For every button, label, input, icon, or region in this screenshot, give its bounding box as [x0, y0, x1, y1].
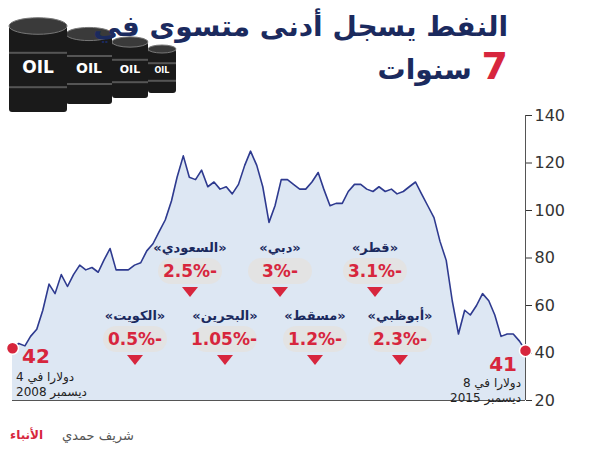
svg-text:140: 140 [535, 106, 566, 125]
svg-text:OIL: OIL [76, 60, 102, 76]
html-text:دولارا في 8 ديسمبر 2015: دولارا في 8 ديسمبر 2015 [450, 376, 521, 406]
svg-text:80: 80 [535, 248, 555, 267]
html-text:سنوات: سنوات [377, 52, 482, 86]
html-text:«الكويت»: «الكويت» [104, 308, 166, 323]
svg-text:100: 100 [535, 201, 566, 220]
html-text:-1.2%: -1.2% [287, 329, 343, 349]
html-text:«قطر»: «قطر» [352, 240, 398, 255]
svg-text:40: 40 [535, 343, 555, 362]
html-text:-1.05%: -1.05% [191, 329, 257, 349]
svg-text:OIL: OIL [155, 66, 170, 75]
svg-text:120: 120 [535, 153, 566, 172]
html-text:شريف حمدي: شريف حمدي [62, 428, 134, 443]
html-text:الأنباء: الأنباء [10, 428, 44, 442]
html-text:-2.3%: -2.3% [372, 329, 428, 349]
html-text:-2.5%: -2.5% [162, 261, 218, 281]
svg-text:OIL: OIL [120, 63, 140, 76]
html-text:«السعودي»: «السعودي» [153, 240, 227, 255]
html-text:«أبوظبي»: «أبوظبي» [367, 308, 433, 323]
svg-text:OIL: OIL [22, 57, 54, 77]
html-text:«البحرين»: «البحرين» [192, 308, 258, 323]
html-text:-0.5%: -0.5% [107, 329, 163, 349]
html-text:النفط يسجل أدنى متسوى في: النفط يسجل أدنى متسوى في [93, 10, 508, 43]
html-text:-3.1%: -3.1% [347, 261, 403, 281]
svg-text:20: 20 [535, 391, 555, 410]
html-text:7: 7 [481, 43, 508, 88]
html-text:42: 42 [22, 343, 50, 368]
svg-text:60: 60 [535, 296, 555, 315]
html-text:«مسقط»: «مسقط» [284, 308, 346, 323]
html-text:41: 41 [489, 352, 517, 377]
html-text:-3%: -3% [262, 261, 298, 281]
html-text:دولارا في 4 ديسمبر 2008: دولارا في 4 ديسمبر 2008 [16, 369, 87, 399]
html-text:«دبي»: «دبي» [259, 240, 301, 255]
